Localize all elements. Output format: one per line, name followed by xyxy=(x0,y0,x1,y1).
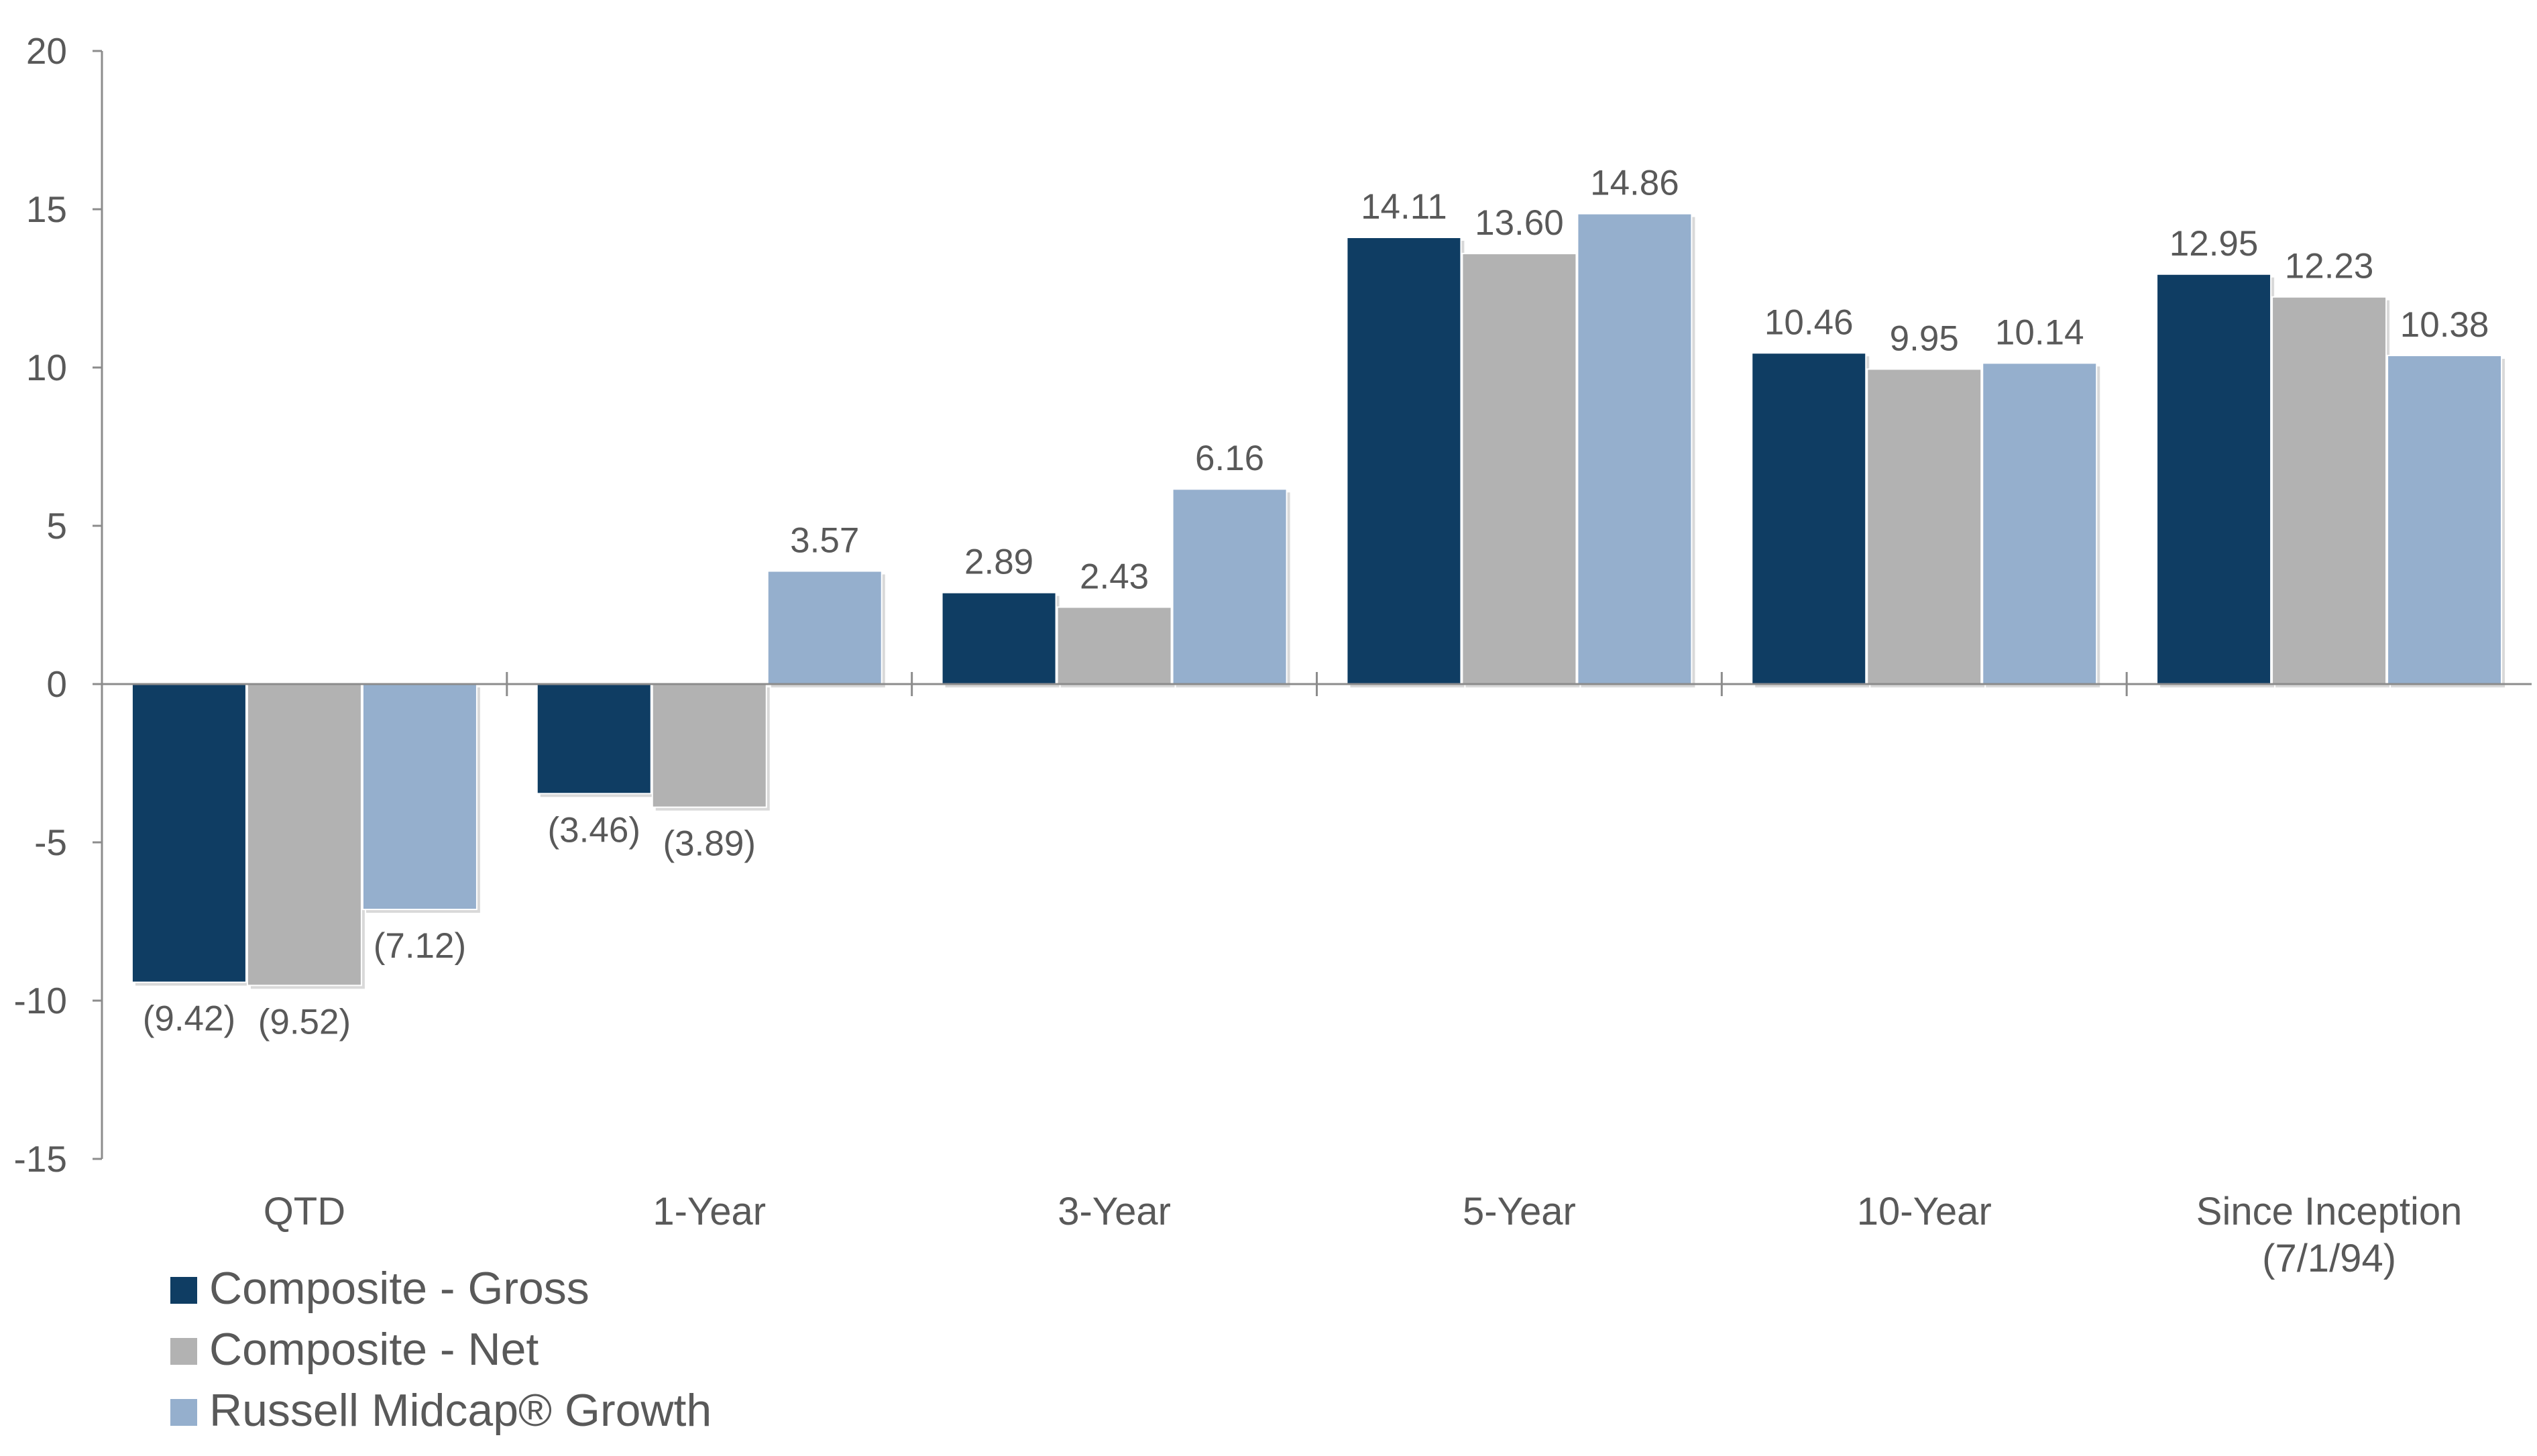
y-tick-label: 20 xyxy=(26,30,67,72)
bar xyxy=(1346,237,1462,685)
legend-label: Russell Midcap® Growth xyxy=(209,1385,712,1436)
bar xyxy=(131,683,247,983)
bar xyxy=(1056,606,1172,685)
bar xyxy=(2156,273,2272,685)
category-label: 1-Year xyxy=(653,1190,766,1233)
data-label: 2.89 xyxy=(964,543,1033,582)
data-label: (9.42) xyxy=(143,999,235,1039)
y-tick-label: 15 xyxy=(26,188,67,230)
data-label: 12.23 xyxy=(2285,247,2374,286)
legend-swatch xyxy=(170,1277,197,1304)
category-label: Since Inception (7/1/94) xyxy=(2196,1190,2463,1280)
data-label: 12.95 xyxy=(2169,224,2259,264)
data-label: 10.38 xyxy=(2400,305,2489,345)
bar xyxy=(1982,362,2098,685)
data-label: (7.12) xyxy=(374,926,466,966)
bar xyxy=(941,592,1057,685)
bar xyxy=(361,683,477,911)
bar xyxy=(767,570,883,685)
data-label: 10.46 xyxy=(1764,302,1854,342)
data-label: 3.57 xyxy=(790,520,859,560)
category-label: 5-Year xyxy=(1463,1190,1576,1233)
legend-swatch xyxy=(170,1399,197,1426)
bar xyxy=(2271,296,2387,685)
bar xyxy=(246,683,362,987)
data-label: (3.46) xyxy=(548,810,640,850)
data-label: (9.52) xyxy=(258,1002,351,1042)
data-label: 13.60 xyxy=(1475,203,1564,243)
data-label: (3.89) xyxy=(663,824,756,864)
data-label: 10.14 xyxy=(1995,313,2084,352)
y-tick-label: -15 xyxy=(14,1138,68,1180)
category-label: 10-Year xyxy=(1857,1190,1992,1233)
bar xyxy=(1461,253,1577,685)
y-tick-label: -10 xyxy=(14,980,68,1021)
category-label: 3-Year xyxy=(1058,1190,1171,1233)
bar xyxy=(651,683,767,808)
data-label: 14.86 xyxy=(1590,164,1679,203)
legend-label: Composite - Gross xyxy=(209,1263,589,1314)
y-tick-label: 5 xyxy=(46,505,67,547)
bar xyxy=(1172,488,1288,685)
legend-label: Composite - Net xyxy=(209,1324,539,1375)
category-label: QTD xyxy=(264,1190,345,1233)
data-label: 9.95 xyxy=(1890,319,1959,358)
bar xyxy=(1866,368,1982,685)
y-tick-label: 10 xyxy=(26,347,67,388)
y-tick-label: 0 xyxy=(46,663,67,705)
data-label: 14.11 xyxy=(1361,187,1447,227)
bar xyxy=(1577,213,1693,685)
data-label: 2.43 xyxy=(1080,557,1149,596)
legend-swatch xyxy=(170,1338,197,1365)
bar xyxy=(2387,355,2503,685)
y-tick-label: -5 xyxy=(34,822,67,863)
data-label: 6.16 xyxy=(1195,439,1264,478)
bar xyxy=(536,683,652,795)
bar xyxy=(1751,352,1867,685)
